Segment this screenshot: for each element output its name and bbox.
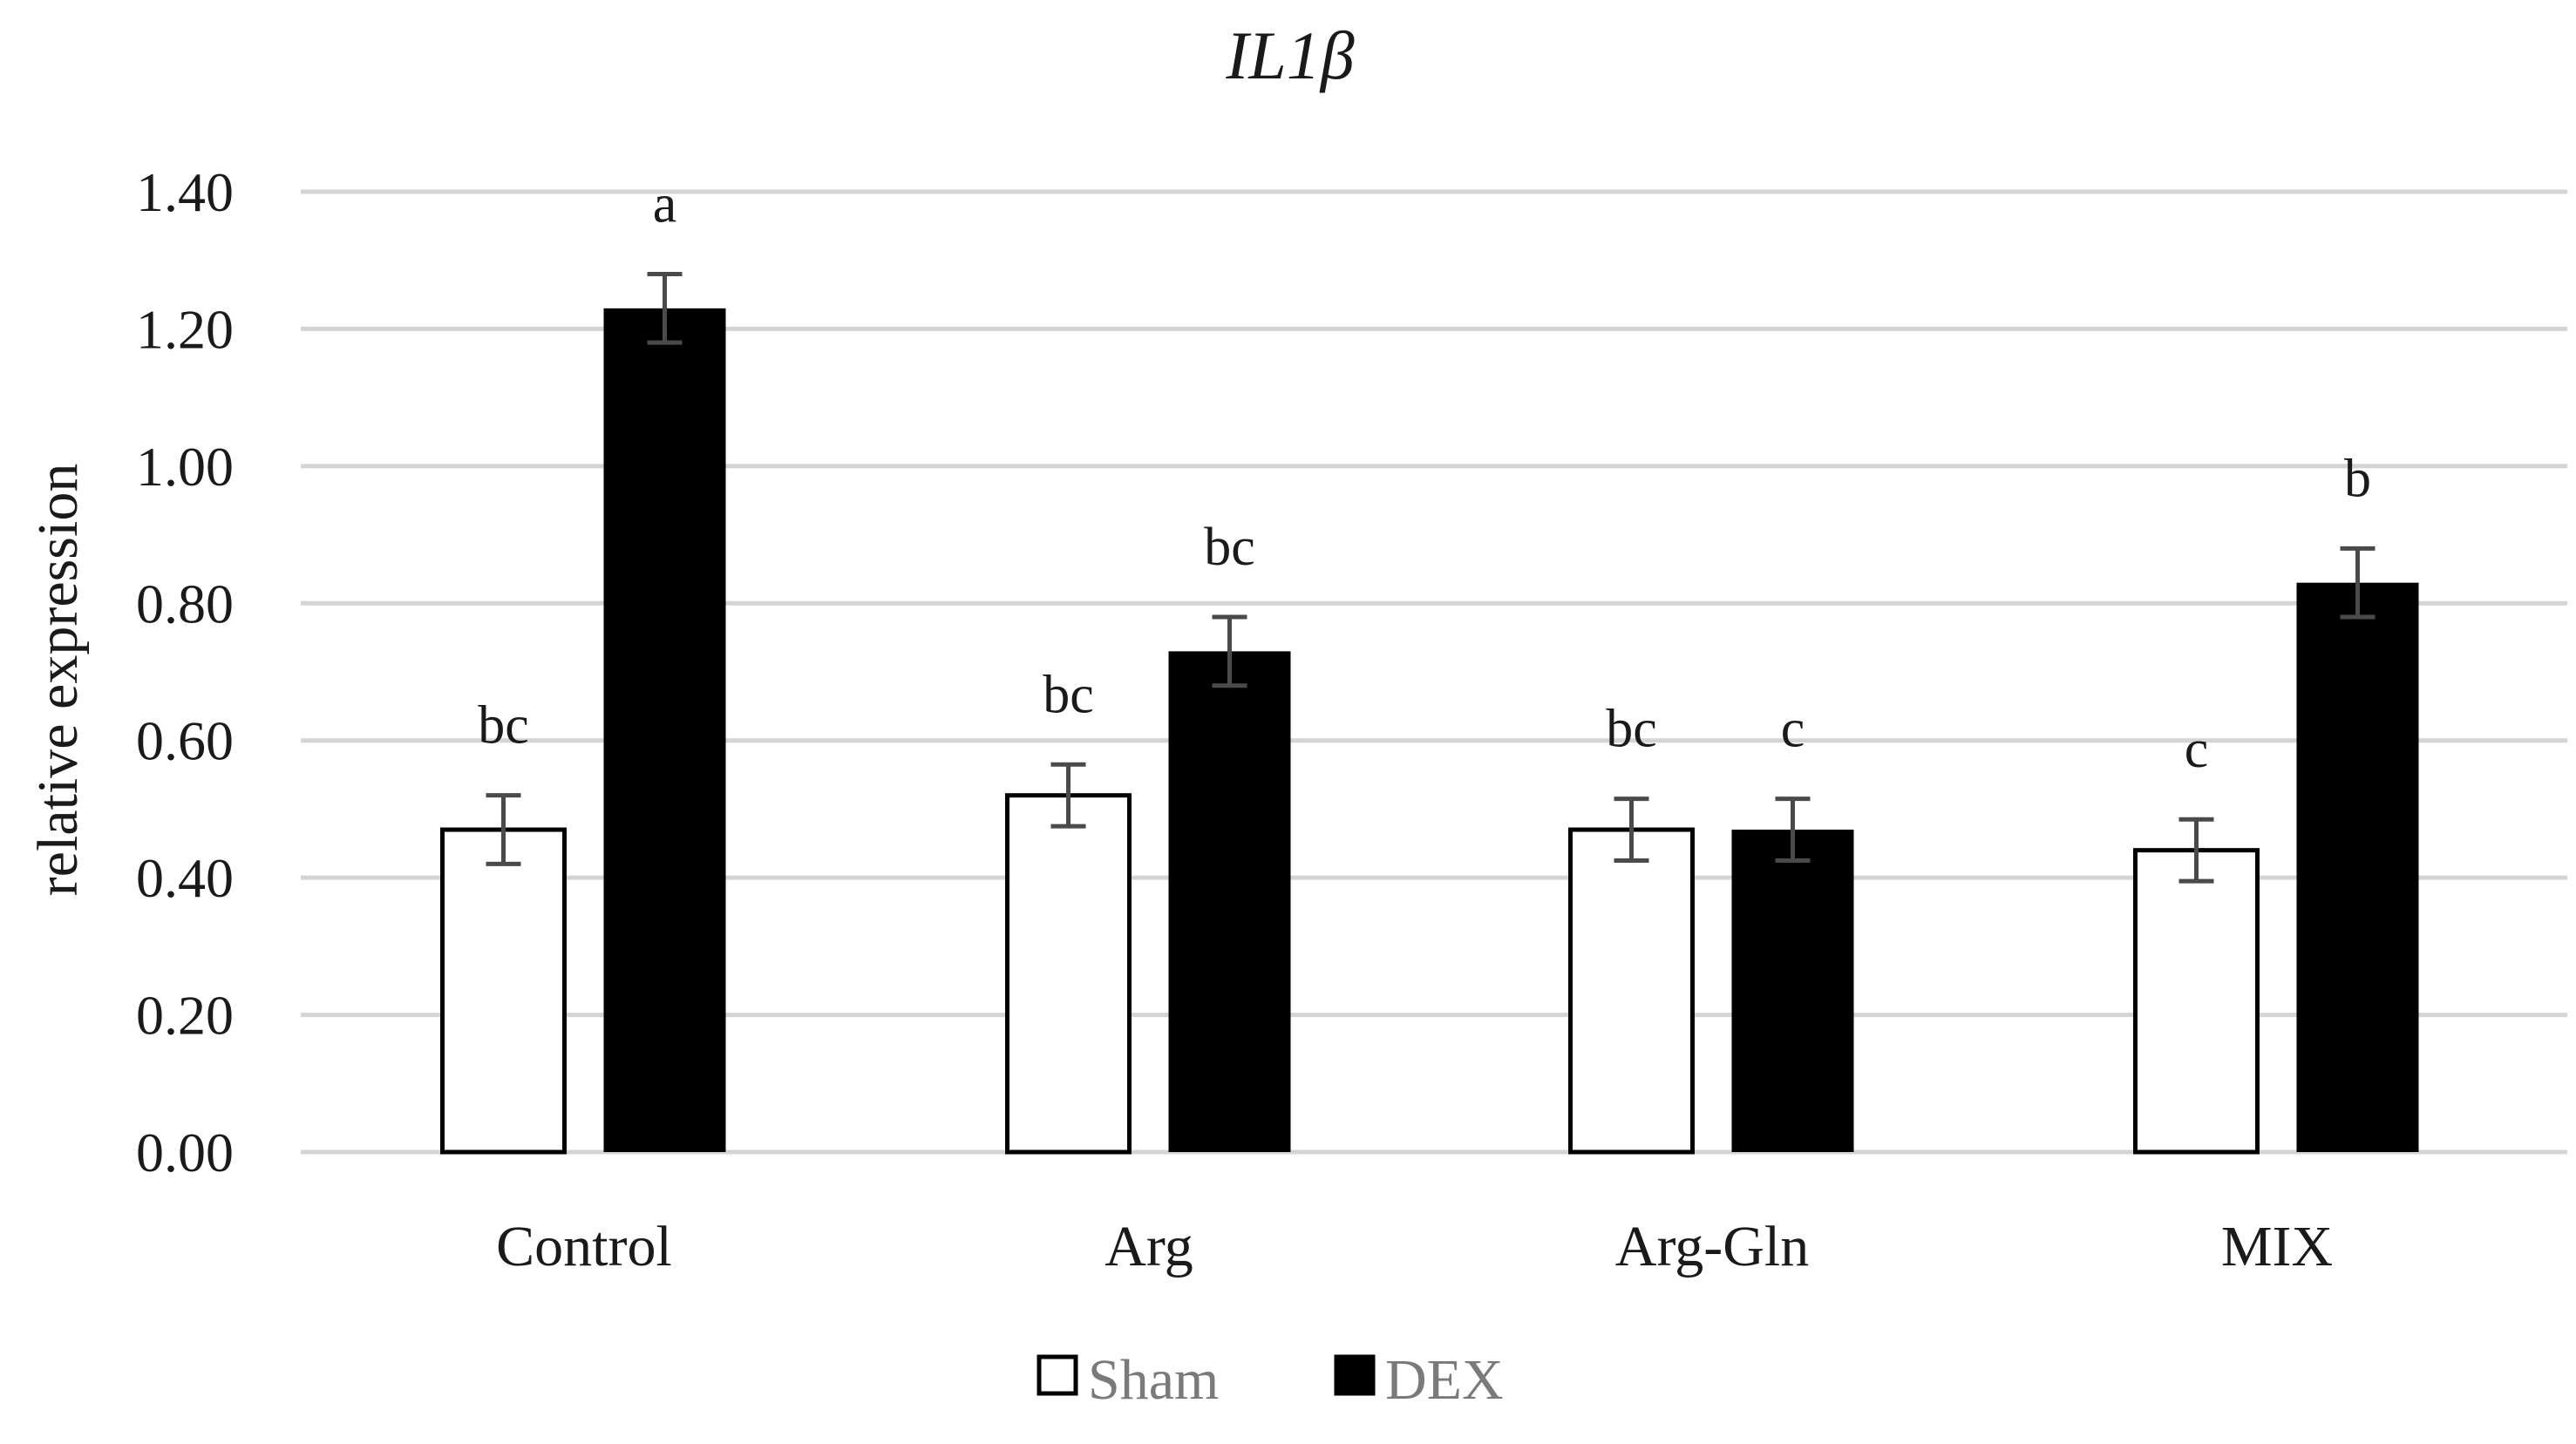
chart-title: IL1β xyxy=(1225,17,1354,93)
y-tick-labels: 0.00 0.20 0.40 0.60 0.80 1.00 1.20 1.40 xyxy=(136,161,234,1183)
y-tick-label: 0.80 xyxy=(136,573,234,634)
significance-label: bc xyxy=(1204,518,1255,577)
bar-dex-control xyxy=(603,308,726,1152)
y-tick-label: 0.20 xyxy=(136,985,234,1047)
y-tick-label: 1.40 xyxy=(136,161,234,223)
y-tick-label: 0.60 xyxy=(136,710,234,772)
bar-sham-mix xyxy=(2133,848,2260,1155)
significance-label: bc xyxy=(1606,700,1657,759)
legend-label-dex: DEX xyxy=(1385,1348,1504,1412)
bar-dex-mix xyxy=(2296,582,2419,1152)
x-tick-label: Control xyxy=(496,1215,672,1278)
y-tick-label: 1.20 xyxy=(136,298,234,360)
significance-label: c xyxy=(1781,700,1805,759)
y-tick-label: 1.00 xyxy=(136,436,234,498)
bar-dex-arg-gln xyxy=(1731,830,1854,1152)
significance-labels: bc a bc bc bc c c b xyxy=(478,174,2371,779)
bars xyxy=(440,308,2419,1155)
bar-sham-arg xyxy=(1005,793,1132,1155)
legend-swatch-dex xyxy=(1334,1354,1376,1396)
significance-label: c xyxy=(2185,720,2209,779)
error-bars xyxy=(486,271,2375,884)
x-tick-label: MIX xyxy=(2221,1215,2333,1278)
significance-label: a xyxy=(653,174,677,234)
legend-label-sham: Sham xyxy=(1088,1348,1219,1412)
y-axis-label: relative expression xyxy=(26,464,90,897)
significance-label: bc xyxy=(1043,665,1094,724)
x-tick-labels: Control Arg Arg-Gln MIX xyxy=(496,1215,2333,1278)
y-tick-label: 0.00 xyxy=(136,1122,234,1183)
x-tick-label: Arg xyxy=(1104,1215,1193,1278)
y-tick-label: 0.40 xyxy=(136,847,234,909)
x-tick-label: Arg-Gln xyxy=(1615,1215,1809,1278)
legend: Sham DEX xyxy=(1037,1348,1504,1412)
legend-swatch-sham xyxy=(1037,1354,1078,1396)
significance-label: b xyxy=(2344,449,2371,508)
bar-dex-arg xyxy=(1168,651,1291,1152)
bar-sham-control xyxy=(440,827,567,1155)
significance-label: bc xyxy=(478,696,529,756)
bar-sham-arg-gln xyxy=(1568,827,1695,1155)
